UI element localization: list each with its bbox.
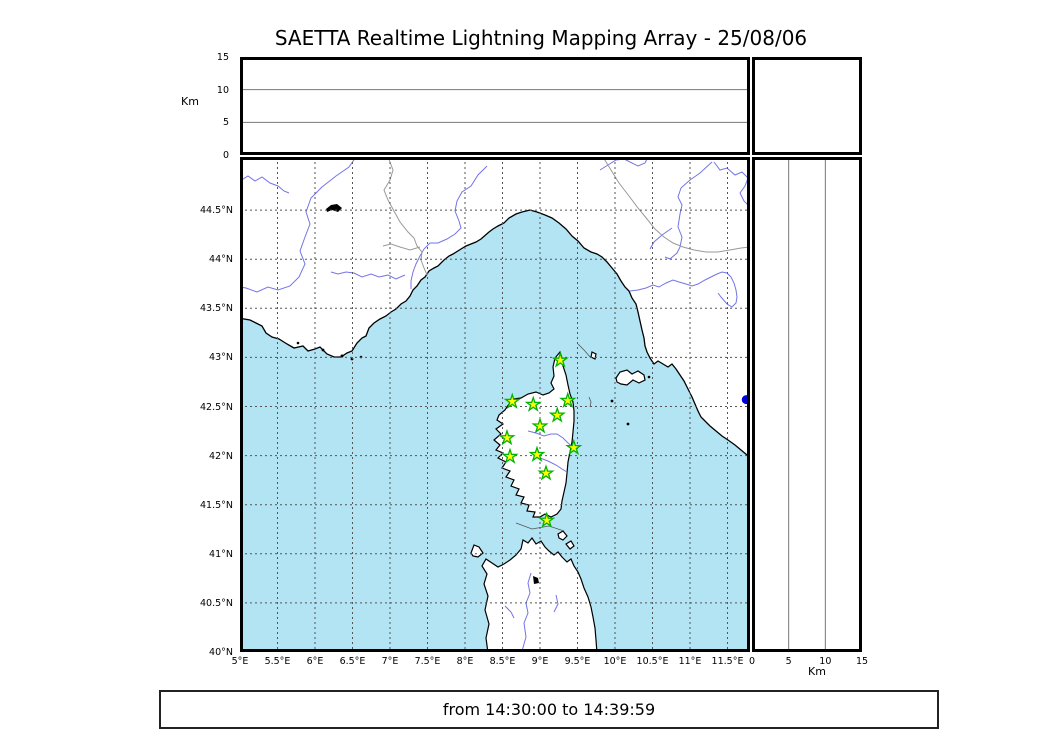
country-borders	[382, 157, 750, 276]
lma-station-marker	[548, 406, 566, 423]
altitude-tick-label: 5	[785, 656, 792, 667]
altitude-tick-label: 0	[748, 656, 756, 667]
altitude-tick-label: 15	[855, 656, 869, 667]
altitude-unit-label: Km	[808, 665, 826, 678]
lat-tick-label: 40°N	[209, 647, 233, 658]
lat-tick-label: 41.5°N	[199, 499, 233, 511]
panel-border	[752, 157, 862, 652]
lat-tick-label: 44.5°N	[199, 205, 233, 217]
lon-tick-label: 6°E	[306, 656, 324, 667]
lat-tick-label: 40.5°N	[199, 597, 233, 609]
lat-tick-label: 43.5°N	[199, 303, 233, 315]
lma-station-marker	[559, 391, 577, 408]
lma-station-marker	[498, 428, 516, 446]
page-title: SAETTA Realtime Lightning Mapping Array …	[274, 26, 808, 50]
altitude-unit-label: Km	[181, 95, 199, 108]
altitude-gridlines	[243, 89, 747, 123]
lma-station-marker	[501, 447, 519, 464]
altitude-longitude-panel	[240, 57, 750, 155]
altitude-gridlines	[788, 160, 826, 649]
elba-island	[615, 369, 646, 386]
lat-tick-label: 42.5°N	[199, 401, 233, 413]
lon-tick-label: 9°E	[531, 656, 549, 667]
mainland-landmass	[240, 157, 750, 457]
lma-station-marker	[538, 511, 556, 528]
lon-tick-label: 8.5°E	[489, 656, 516, 667]
altitude-tick-label: 5	[222, 117, 229, 129]
corsica-island	[493, 350, 575, 518]
altitude-tick-label: 0	[222, 150, 229, 161]
map-panel	[240, 157, 750, 652]
corner-panel	[752, 57, 862, 155]
altitude-tick-label: 10	[216, 84, 229, 96]
lat-tick-label: 42°N	[209, 450, 233, 462]
rivers	[240, 157, 750, 652]
islands	[470, 350, 646, 652]
panel-border	[240, 57, 750, 155]
lon-tick-label: 8°E	[456, 656, 474, 667]
lma-station-marker	[528, 445, 546, 462]
lon-tick-label: 7°E	[381, 656, 399, 667]
station-markers	[498, 351, 583, 528]
time-range-box: from 14:30:00 to 14:39:59	[159, 690, 939, 729]
lma-station-marker	[537, 464, 555, 481]
lma-station-marker	[524, 395, 542, 412]
lat-tick-label: 44°N	[209, 254, 233, 266]
altitude-latitude-panel	[752, 157, 862, 652]
lma-station-marker	[503, 392, 521, 409]
time-range-text: from 14:30:00 to 14:39:59	[442, 700, 656, 719]
panel-border	[240, 157, 750, 652]
lon-tick-label: 5°E	[231, 656, 249, 667]
lat-tick-label: 41°N	[209, 548, 233, 560]
lon-tick-label: 9.5°E	[564, 656, 591, 667]
maddalena-island	[565, 540, 575, 550]
altitude-tick-label: 15	[216, 52, 229, 63]
lma-station-marker	[531, 417, 549, 434]
lon-tick-label: 11°E	[678, 656, 702, 667]
maddalena-island	[557, 530, 568, 541]
lat-tick-label: 43°N	[209, 352, 233, 364]
lon-tick-label: 10.5°E	[636, 656, 669, 667]
lon-tick-label: 6.5°E	[339, 656, 366, 667]
lma-station-marker	[565, 438, 583, 456]
lon-tick-label: 10°E	[603, 656, 627, 667]
lon-tick-label: 11.5°E	[711, 656, 744, 667]
capraia-island	[590, 351, 597, 360]
altitude-tick-label: 10	[819, 656, 832, 667]
lon-tick-label: 7.5°E	[414, 656, 441, 667]
graticule-gridlines	[240, 157, 750, 652]
lon-tick-label: 5.5°E	[264, 656, 291, 667]
lma-station-marker	[551, 351, 569, 368]
small-islets	[296, 341, 651, 426]
sardinia-island	[481, 536, 598, 652]
coastline-mainland	[240, 209, 750, 458]
